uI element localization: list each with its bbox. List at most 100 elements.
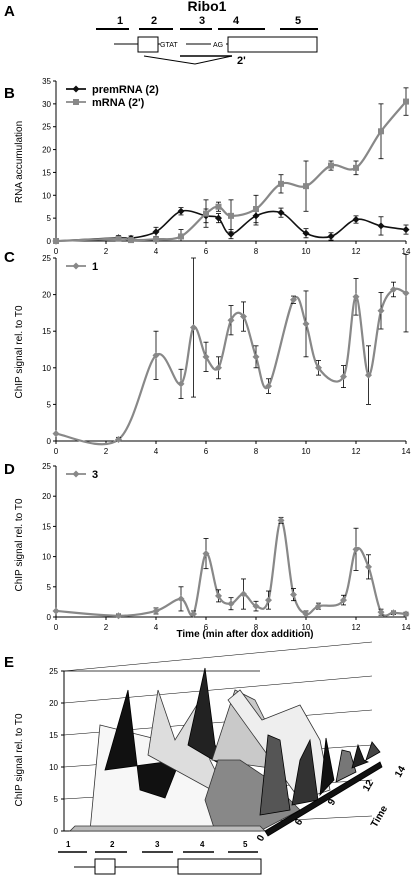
chart-d-legend-marker bbox=[72, 470, 80, 478]
chart-e-ribbons bbox=[69, 667, 383, 837]
chart-b-ytick-label: 0 bbox=[47, 237, 52, 246]
gene-diagram: Ribo1 1 2 3 4 5 GTAT AG 2' bbox=[96, 0, 318, 67]
chart-b-legend-label: premRNA (2) bbox=[92, 84, 159, 96]
chart-d-ylabel: ChIP signal rel. to T0 bbox=[14, 498, 25, 591]
chart-b-series-0-point bbox=[402, 226, 410, 234]
chart-b-series-0-point bbox=[152, 228, 160, 236]
chart-b-xtick-label: 8 bbox=[254, 247, 259, 256]
chart-d-series-0-point bbox=[152, 607, 160, 615]
chart-c-series-0-point bbox=[190, 324, 197, 332]
chart-b-series-1-point bbox=[178, 233, 184, 240]
chart-b-series-1-point bbox=[378, 128, 384, 135]
chart-c-series-0-point bbox=[152, 351, 160, 359]
chart-b-series-1-point bbox=[128, 237, 134, 244]
chart-d-series-0-point bbox=[177, 595, 185, 603]
chart-b-series-1-point bbox=[328, 162, 334, 169]
splice-junction bbox=[143, 55, 233, 65]
chart-d-series-0-point bbox=[52, 607, 60, 615]
chart-c-series-0-point bbox=[52, 430, 60, 438]
chart-d-series-0-point bbox=[202, 550, 210, 558]
ribbon-dark-7 bbox=[365, 741, 381, 761]
chart-d-series-0-point bbox=[277, 516, 285, 524]
category-3: 3 bbox=[155, 840, 160, 849]
ribbon-dark-2 bbox=[187, 667, 231, 771]
depth-tick-12: 12 bbox=[361, 778, 376, 794]
chart-c-xtick-label: 12 bbox=[352, 447, 361, 456]
chart-c-ytick-label: 5 bbox=[47, 400, 52, 409]
panel-label-e: E bbox=[4, 654, 14, 671]
chart-b-series-1-point bbox=[203, 210, 209, 217]
chart-c-series-0-point bbox=[377, 307, 385, 315]
ribbon-dark-4 bbox=[291, 738, 319, 806]
chart-c-series-0-point bbox=[177, 380, 185, 388]
depth-tick-14: 14 bbox=[393, 764, 408, 780]
chart-d-series-0-point bbox=[352, 545, 360, 553]
ribbon-dark-3 bbox=[259, 734, 291, 816]
chart-d-series-0-point bbox=[115, 612, 122, 620]
chart-b-series-1-point bbox=[153, 236, 159, 243]
category-1: 1 bbox=[66, 840, 71, 849]
chart-b-ytick-label: 35 bbox=[42, 77, 51, 86]
chart-d-series-0-point bbox=[340, 596, 347, 604]
chart-c-series-0-point bbox=[202, 353, 210, 361]
chart-c-series-0-point bbox=[390, 285, 397, 293]
chart-d-xlabel: Time (min after dox addition) bbox=[176, 629, 313, 640]
chart-b-series-1-point bbox=[228, 212, 234, 219]
chart-d-xtick-label: 12 bbox=[352, 623, 361, 632]
chart-d-series-0-point bbox=[265, 596, 272, 604]
chart-d-xtick-label: 6 bbox=[204, 623, 209, 632]
depth-tick-0: 0 bbox=[255, 833, 268, 844]
chart-c-legend-label: 1 bbox=[92, 261, 98, 273]
chart-d-xtick-label: 10 bbox=[302, 623, 311, 632]
chart-b-xtick-label: 0 bbox=[54, 247, 59, 256]
chart-d-ytick-label: 10 bbox=[42, 553, 51, 562]
chart-b-series-1-point bbox=[353, 164, 359, 171]
chart-b-series-0-point bbox=[227, 230, 235, 238]
chart-d-ytick-label: 25 bbox=[42, 462, 51, 471]
chart-b-legend-marker bbox=[72, 85, 80, 93]
chart-b-xtick-label: 14 bbox=[402, 247, 411, 256]
chart-c-xtick-label: 8 bbox=[254, 447, 259, 456]
chart-d-series-0-point bbox=[290, 591, 297, 599]
chart-b-ytick-label: 25 bbox=[42, 123, 51, 132]
category-2: 2 bbox=[110, 840, 115, 849]
exon-1-box bbox=[137, 36, 159, 53]
chart-b-xtick-label: 6 bbox=[204, 247, 209, 256]
chart-b-legend-label: mRNA (2') bbox=[92, 97, 145, 109]
chart-d-legend-label: 3 bbox=[92, 469, 98, 481]
chart-b-series-1-point bbox=[278, 180, 284, 187]
chart-c-ytick-label: 0 bbox=[47, 437, 52, 446]
category-4: 4 bbox=[200, 840, 205, 849]
chart-d-ytick-label: 5 bbox=[47, 583, 52, 592]
chart-c-series-0-point bbox=[315, 364, 322, 372]
chart-b-rna-accumulation: RNA accumulation 0 5 10 15 20 25 30 35 0 2 4 6 8 10 12… bbox=[14, 77, 411, 256]
region-5-label: 5 bbox=[295, 15, 301, 27]
chart-c-xtick-label: 4 bbox=[154, 447, 159, 456]
chart-b-legend-marker bbox=[73, 99, 79, 105]
chart-b-series-0-point bbox=[215, 214, 222, 222]
chart-c-ylabel: ChIP signal rel. to T0 bbox=[14, 305, 25, 398]
chart-c-legend-marker bbox=[72, 262, 80, 270]
chart-c-ytick-label: 10 bbox=[42, 364, 51, 373]
chart-b-ylabel: RNA accumulation bbox=[14, 121, 25, 203]
chart-e-ytick-label: 5 bbox=[54, 795, 59, 804]
chart-d-series-0-point bbox=[227, 600, 235, 608]
chart-b-xtick-label: 4 bbox=[154, 247, 159, 256]
chart-c-series-0-point bbox=[352, 293, 360, 301]
panel-label-d: D bbox=[4, 461, 15, 478]
chart-e-ytick-label: 25 bbox=[49, 667, 58, 676]
chart-b-ytick-label: 20 bbox=[42, 146, 51, 155]
chart-d-series-0-point bbox=[315, 602, 322, 610]
panel-label-a: A bbox=[4, 3, 15, 20]
chart-b-series-0-point bbox=[302, 229, 310, 237]
chart-b-series-1-point bbox=[253, 206, 259, 212]
ribbon-mid-3 bbox=[335, 749, 357, 783]
chart-c-series-0-point bbox=[402, 289, 410, 297]
region-2-label: 2 bbox=[151, 15, 157, 27]
chart-d-ytick-label: 0 bbox=[47, 613, 52, 622]
chart-c-series-0-point bbox=[265, 382, 272, 390]
chart-c-chip-region-1: ChIP signal rel. to T0 0 5 10 15 20 25 0 2 4 6 8 10… bbox=[14, 253, 411, 456]
chart-c-series-0-point bbox=[215, 364, 222, 372]
